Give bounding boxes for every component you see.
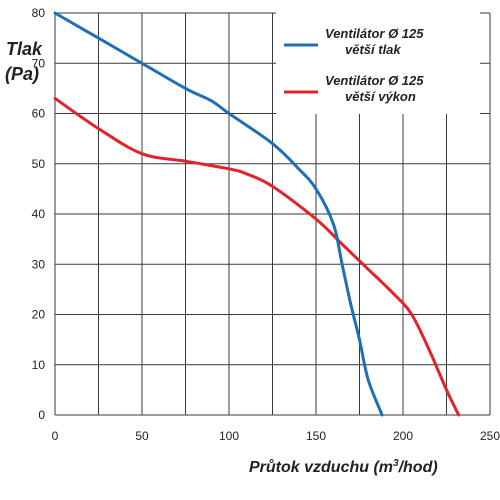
x-axis-title-superscript: 3 <box>393 458 399 469</box>
x-tick-label: 250 <box>480 429 500 443</box>
x-tick-label: 150 <box>306 429 326 443</box>
y-tick-label: 60 <box>32 107 46 121</box>
series-line-2 <box>53 96 461 417</box>
legend-label-series-2-line2: větší výkon <box>345 89 416 104</box>
y-tick-label: 20 <box>32 308 46 322</box>
legend: Ventilátor Ø 125 větší tlak Ventilátor Ø… <box>276 12 480 114</box>
x-axis-title-prefix: Průtok vzduchu (m <box>249 459 393 476</box>
x-axis-title: Průtok vzduchu (m3/hod) <box>249 458 438 476</box>
x-tick-label: 0 <box>52 429 59 443</box>
y-tick-label: 50 <box>32 157 46 171</box>
series-lines <box>53 11 461 417</box>
y-axis-title-line2: (Pa) <box>5 64 39 84</box>
legend-background <box>276 12 480 114</box>
y-tick-label: 10 <box>32 358 46 372</box>
legend-label-series-2-line1: Ventilátor Ø 125 <box>325 73 424 88</box>
y-tick-label: 40 <box>32 207 46 221</box>
series-line-1 <box>53 11 384 417</box>
legend-label-series-1-line1: Ventilátor Ø 125 <box>325 26 424 41</box>
x-tick-label: 100 <box>219 429 239 443</box>
y-tick-label: 0 <box>38 408 45 422</box>
x-tick-label: 200 <box>393 429 413 443</box>
y-axis-title-line1: Tlak <box>6 39 43 59</box>
tick-labels: 0 50 100 150 200 250 0 10 20 30 40 50 60 70 80 <box>32 6 500 443</box>
legend-label-series-1-line2: větší tlak <box>345 42 401 57</box>
y-tick-label: 80 <box>32 6 46 20</box>
x-tick-label: 50 <box>135 429 149 443</box>
y-tick-label: 70 <box>32 56 46 70</box>
y-tick-label: 30 <box>32 257 46 271</box>
x-axis-title-suffix: /hod) <box>398 459 438 476</box>
